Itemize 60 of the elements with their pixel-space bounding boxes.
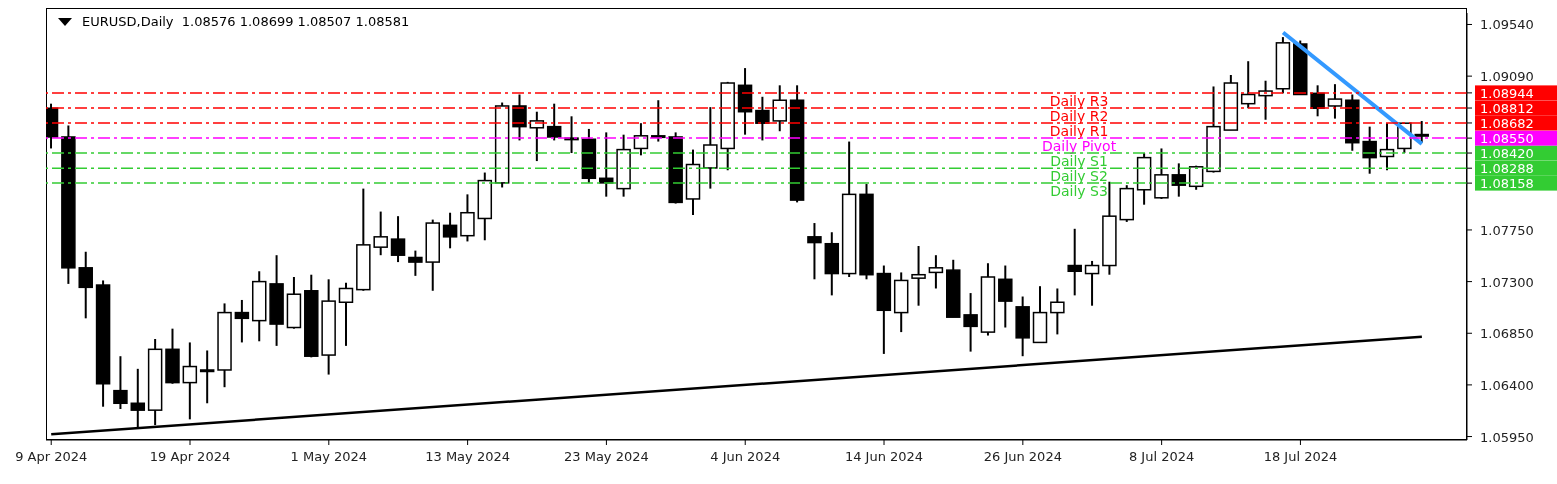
y-tick-label: 1.09540 — [1480, 17, 1534, 33]
candlestick — [113, 355, 128, 411]
candlestick — [199, 349, 215, 405]
candlestick — [1154, 147, 1169, 200]
candlestick — [130, 367, 146, 429]
candlestick — [807, 222, 822, 281]
ref-line-label: Daily S3 — [1050, 183, 1108, 200]
candlestick — [182, 341, 198, 421]
ref-line-label: Daily R2 — [1049, 108, 1109, 125]
x-tick-label: 14 Jun 2024 — [844, 449, 924, 464]
ref-line-label: Daily S1 — [1050, 153, 1108, 170]
y-tick-label: 1.08944 — [1480, 85, 1534, 101]
candlestick — [928, 254, 944, 290]
x-tick-label: 13 May 2024 — [425, 449, 511, 464]
x-tick-label: 9 Apr 2024 — [15, 449, 88, 464]
y-tick-label: 1.07300 — [1480, 274, 1534, 290]
candlestick — [1067, 227, 1082, 297]
candlestick — [442, 211, 458, 250]
x-tick-label: 19 Apr 2024 — [149, 449, 231, 464]
x-tick-label: 18 Jul 2024 — [1263, 449, 1338, 464]
candlestick — [460, 193, 475, 243]
candlestick — [408, 249, 423, 277]
candlestick — [772, 84, 787, 133]
chart-title: EURUSD,Daily 1.08576 1.08699 1.08507 1.08581 — [82, 14, 410, 29]
candlestick — [338, 281, 354, 347]
y-tick-label: 1.08288 — [1480, 161, 1534, 177]
candlestick — [1414, 120, 1429, 145]
y-tick-label: 1.05950 — [1480, 429, 1534, 445]
candlestick — [1327, 83, 1343, 120]
y-tick-label: 1.08420 — [1480, 146, 1534, 162]
y-tick-label: 1.08158 — [1480, 176, 1534, 192]
candlestick — [1050, 287, 1065, 336]
candlestick — [234, 298, 250, 344]
y-tick-label: 1.08550 — [1480, 131, 1534, 147]
candlestick — [78, 250, 93, 320]
candlestick — [373, 210, 388, 257]
candlestick — [755, 95, 770, 142]
y-tick-label: 1.08682 — [1480, 115, 1534, 131]
candlestick — [390, 215, 406, 264]
candlestick — [998, 264, 1013, 329]
candlestick — [1240, 60, 1256, 110]
candlestick — [911, 245, 926, 307]
x-tick-label: 4 Jun 2024 — [710, 449, 781, 464]
candlestick — [546, 102, 562, 142]
y-tick-label: 1.07750 — [1480, 222, 1534, 238]
candlestick — [1084, 259, 1100, 307]
ref-line-label: Daily Pivot — [1041, 138, 1117, 155]
ref-line-label: Daily R3 — [1049, 92, 1109, 109]
candlestick — [1362, 125, 1377, 175]
y-tick-label: 1.06850 — [1480, 326, 1534, 342]
candlestick — [963, 292, 978, 353]
ref-line-label: Daily S2 — [1050, 168, 1108, 185]
y-tick-label: 1.06400 — [1480, 377, 1534, 393]
x-tick-label: 1 May 2024 — [290, 449, 368, 464]
x-tick-label: 8 Jul 2024 — [1128, 449, 1195, 464]
x-tick-label: 23 May 2024 — [564, 449, 649, 464]
y-tick-label: 1.09090 — [1480, 69, 1534, 85]
y-tick-label: 1.08812 — [1480, 101, 1534, 117]
candlestick — [703, 106, 718, 190]
x-tick-label: 26 Jun 2024 — [983, 449, 1062, 464]
